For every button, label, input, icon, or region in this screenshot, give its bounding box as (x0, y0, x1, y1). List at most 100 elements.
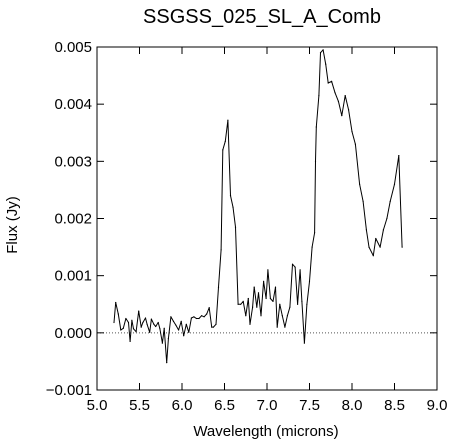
data-point (149, 331, 151, 333)
y-tick-label: 0.000 (54, 325, 92, 342)
plot-frame (96, 46, 438, 391)
x-tick-label: 8.0 (342, 397, 363, 414)
data-point (222, 149, 224, 151)
x-tick-label: 7.5 (299, 397, 320, 414)
data-point (155, 325, 157, 328)
data-point (337, 100, 339, 102)
data-point (163, 327, 165, 329)
data-point (129, 340, 131, 342)
data-point (229, 195, 232, 197)
data-point (398, 155, 400, 157)
x-tick-label: 6.5 (214, 397, 235, 414)
data-point (276, 326, 278, 328)
data-point (183, 335, 185, 337)
data-point (161, 342, 163, 344)
data-point (306, 303, 308, 305)
x-tick-label: 5.5 (129, 397, 150, 414)
y-tick-label: −0.001 (46, 382, 92, 399)
data-point (265, 297, 267, 300)
data-point (359, 183, 361, 185)
data-point (299, 269, 301, 271)
data-point (234, 226, 237, 228)
x-tick-label: 6.0 (172, 397, 193, 414)
axis-tick-labels: 5.0 5.5 6.0 6.5 7.0 7.5 8.0 8.5 9.0 −0.001 0.000 0.… (46, 39, 448, 414)
data-point (362, 200, 364, 202)
data-point (175, 324, 177, 326)
x-tick-label: 9.0 (427, 397, 448, 414)
data-point (257, 292, 260, 294)
data-point (150, 318, 152, 320)
data-point (260, 315, 262, 317)
flux-series-line (113, 49, 403, 364)
data-point (284, 326, 286, 328)
data-point (301, 300, 303, 302)
data-point (274, 286, 277, 288)
data-point (249, 323, 251, 325)
y-tick-label: 0.003 (54, 153, 92, 170)
data-point (263, 280, 265, 282)
data-point (294, 266, 296, 268)
data-point (242, 300, 244, 302)
y-tick-label: 0.001 (54, 268, 92, 285)
data-point (319, 52, 322, 54)
flux-data-points (113, 49, 403, 364)
data-point (132, 328, 135, 330)
data-point (203, 316, 205, 318)
data-point (401, 246, 403, 248)
data-point (334, 92, 336, 94)
data-point (315, 126, 317, 128)
data-point (185, 323, 187, 325)
data-point (253, 286, 255, 288)
data-point (138, 310, 140, 312)
data-point (208, 307, 210, 309)
x-tick-label: 7.0 (257, 397, 278, 414)
data-point (382, 229, 384, 231)
data-point (146, 323, 148, 325)
data-point (172, 320, 175, 322)
data-point (190, 317, 192, 319)
data-point (153, 323, 155, 325)
data-point (232, 206, 234, 208)
data-point (117, 313, 119, 315)
data-point (279, 303, 281, 305)
data-point (372, 255, 374, 257)
data-point (351, 131, 353, 133)
data-point (144, 317, 147, 319)
data-point (206, 313, 208, 315)
data-point (303, 342, 305, 344)
data-point (289, 306, 291, 308)
data-point (170, 316, 172, 318)
data-point (389, 200, 391, 202)
data-point (166, 362, 168, 364)
data-point (379, 246, 381, 248)
data-point (198, 317, 200, 320)
data-point (267, 269, 269, 271)
data-point (344, 95, 346, 97)
x-axis-label: Wavelength (microns) (193, 423, 338, 440)
data-point (269, 297, 271, 300)
data-point (157, 321, 159, 324)
data-point (131, 319, 133, 321)
chart-title: SSGSS_025_SL_A_Comb (143, 6, 381, 28)
data-point (365, 229, 367, 231)
data-point (224, 140, 226, 142)
data-point (127, 321, 130, 324)
data-point (311, 246, 313, 248)
x-tick-label: 5.0 (87, 397, 108, 414)
data-point (227, 119, 229, 121)
data-point (348, 109, 350, 111)
data-point (215, 323, 217, 325)
data-point (386, 217, 388, 220)
data-point (375, 237, 377, 240)
data-point (327, 82, 329, 84)
data-point (314, 232, 316, 234)
data-point (140, 326, 142, 328)
data-point (122, 327, 124, 329)
data-point (212, 326, 214, 328)
data-point (135, 331, 137, 333)
data-point (180, 320, 182, 322)
data-point (318, 95, 320, 97)
data-point (393, 183, 396, 185)
